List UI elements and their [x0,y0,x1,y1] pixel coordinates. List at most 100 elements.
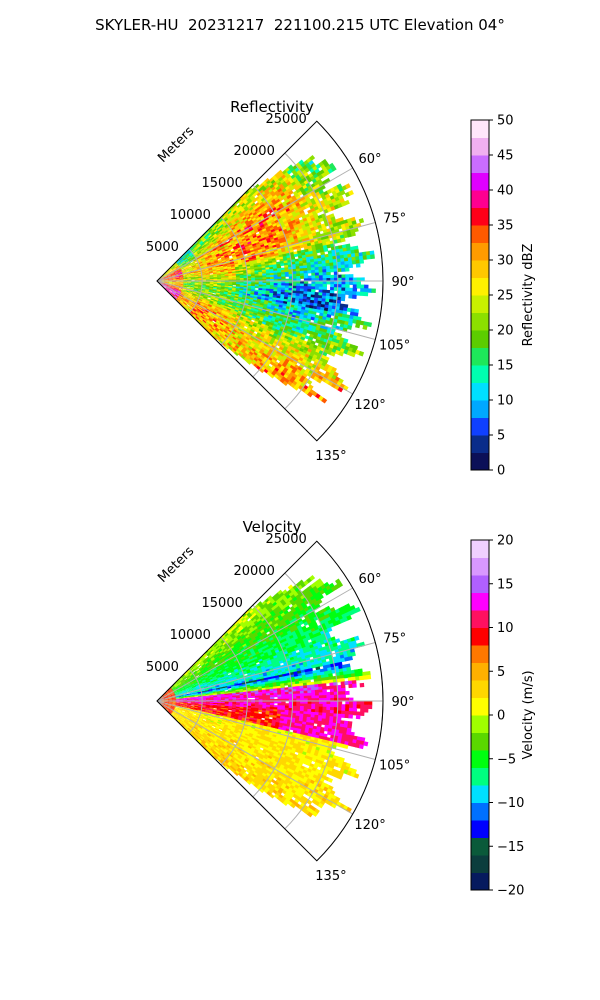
radar-gate [219,253,225,257]
radar-gate [174,288,179,291]
radar-gate [184,293,189,296]
radar-gate [210,236,215,241]
radar-gate [199,263,204,266]
radar-gate [213,324,218,328]
radar-gate [217,258,223,262]
radar-gate [215,306,220,309]
radar-gate [263,326,269,331]
radar-gate [190,297,195,301]
radar-gate [345,314,351,319]
radar-gate [329,262,334,267]
radar-gate [162,273,167,277]
radar-gate [344,199,350,206]
radar-gate [198,659,203,664]
radar-gate [245,247,251,251]
reflectivity-field [157,154,376,404]
radar-gate [221,332,226,337]
radar-gate [295,268,301,272]
radar-gate [203,311,209,316]
colorbar-swatch [471,155,489,173]
radar-gate [292,273,297,277]
radar-gate [271,316,277,320]
radar-gate [364,284,369,289]
radar-gate [189,298,195,302]
radar-gate [168,279,173,281]
radar-gate [176,291,182,294]
radar-gate [208,271,214,273]
radar-gate [293,253,299,258]
radar-gate [238,319,243,323]
radar-gate [168,282,173,284]
radar-gate [341,274,346,279]
radar-gate [170,293,175,297]
radar-gate [232,255,237,259]
radar-gate [316,377,323,384]
radar-gate [269,373,275,379]
radar-gate [215,230,220,235]
radar-gate [199,655,204,660]
radar-gate [224,229,229,234]
radar-gate [175,282,181,284]
radar-gate [345,287,350,292]
radar-gate [202,232,207,237]
radar-gate [216,238,221,243]
radar-gate [244,322,250,327]
radar-gate [228,335,233,340]
radar-gate [218,307,224,311]
radar-gate [291,292,297,296]
radar-gate [272,266,278,270]
radar-gate [344,260,350,266]
radar-gate [250,239,256,244]
radar-gate [194,252,199,256]
radar-gate [206,306,212,310]
radar-gate [181,298,186,302]
radar-gate [165,690,170,694]
radar-gate [352,315,358,321]
radar-gate [169,269,173,273]
radar-gate [253,227,259,232]
radar-gate [179,283,184,285]
radar-gate [189,666,194,671]
radar-gate [204,310,209,315]
radar-gate [178,272,183,275]
radar-gate [292,283,297,287]
radar-gate [172,282,177,283]
radar-gate [198,312,203,317]
radar-gate [322,272,328,276]
radar-gate [202,319,207,324]
radar-gate [258,286,263,289]
radar-gate [221,342,227,348]
radar-gate [244,244,250,248]
radar-gate [164,282,169,284]
radar-gate [225,310,231,314]
radar-gate [187,256,192,260]
radar-gate [204,268,209,271]
radar-gate [197,319,202,324]
radar-gate [193,251,198,256]
radar-gate [214,322,220,326]
radar-gate [209,282,215,285]
radar-gate [183,284,188,286]
radar-gate [275,326,281,331]
radar-gate [197,300,202,303]
radar-gate [182,255,186,259]
radar-gate [338,248,344,253]
radar-gate [164,282,169,283]
radar-gate [295,295,300,299]
radar-gate [179,275,184,278]
radar-gate [163,285,167,288]
radar-gate [221,311,226,315]
radar-gate [344,183,351,190]
radar-gate [216,646,222,651]
azimuth-tick-label: 90° [391,275,414,290]
radar-gate [220,237,225,242]
radar-gate [284,269,290,273]
radar-gate [201,236,206,241]
radar-gate [203,240,209,245]
radar-gate [171,274,176,276]
radar-gate [220,333,225,338]
radar-gate [248,302,254,306]
radar-gate [261,237,267,241]
radar-gate [222,307,228,311]
radar-gate [293,385,299,391]
